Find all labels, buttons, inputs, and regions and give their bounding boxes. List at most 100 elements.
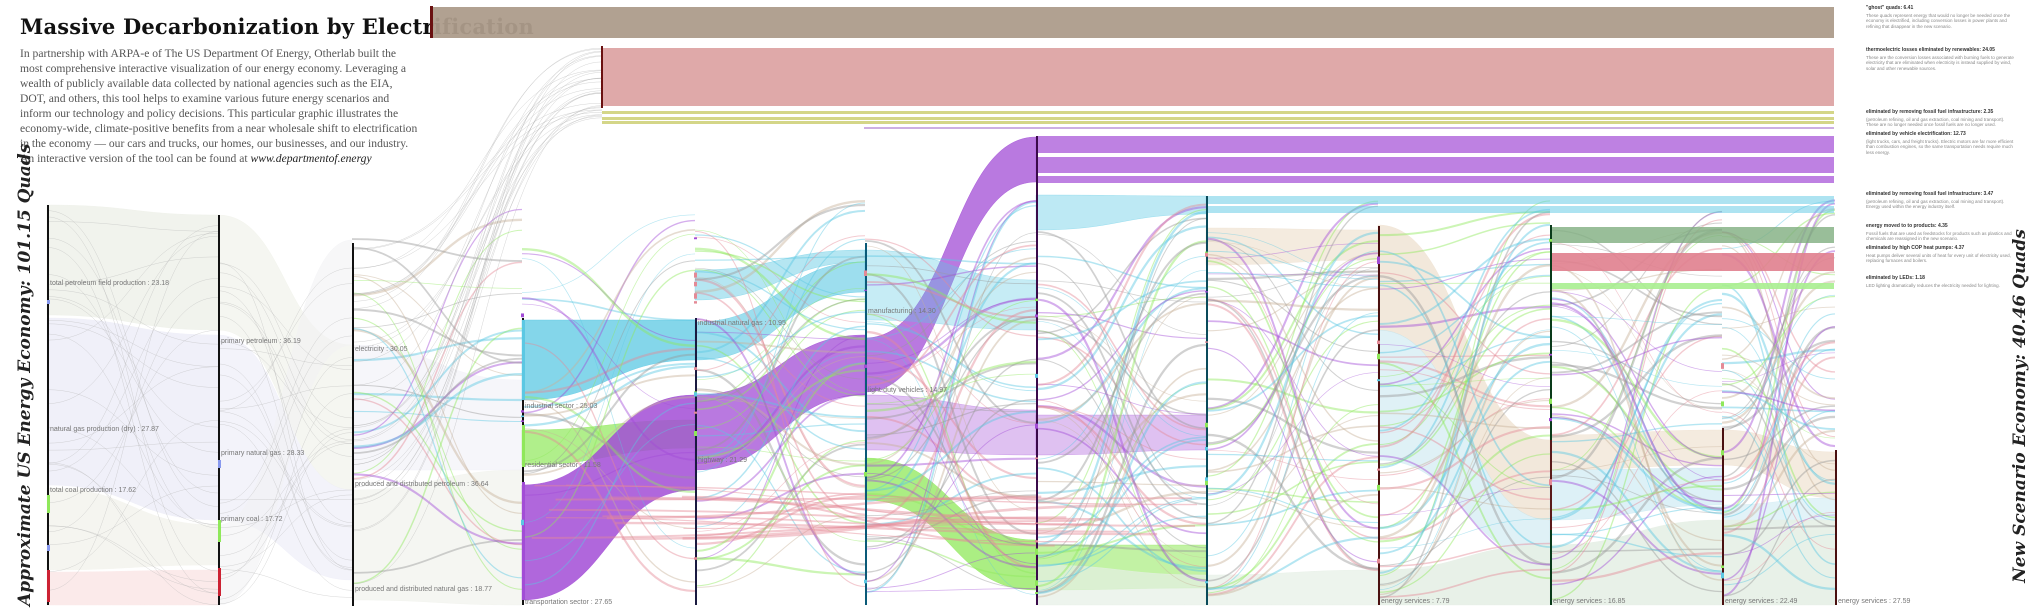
flow-line bbox=[1035, 280, 1207, 341]
node-label: highway : 21.29 bbox=[698, 457, 747, 464]
node-bar bbox=[218, 568, 221, 596]
flow-line bbox=[864, 375, 1037, 547]
flow-line bbox=[1205, 490, 1379, 529]
node-bar bbox=[1036, 136, 1038, 605]
flow-line bbox=[1035, 318, 1207, 416]
flow-line bbox=[1205, 489, 1379, 526]
note-item: eliminated by removing fossil fuel infra… bbox=[1866, 191, 2016, 210]
flow-line bbox=[1549, 302, 1723, 511]
flow-line bbox=[1035, 498, 1207, 583]
node-bar bbox=[1835, 450, 1837, 605]
flow-line bbox=[217, 499, 353, 501]
note-body: These are the conversion losses associat… bbox=[1866, 55, 2014, 71]
node-bar bbox=[1035, 548, 1038, 555]
flow-line bbox=[1549, 406, 1723, 510]
flow-line bbox=[1205, 320, 1379, 367]
flow-line bbox=[1035, 287, 1207, 425]
node-bar bbox=[47, 495, 50, 513]
flow-line bbox=[694, 209, 866, 354]
tool-link[interactable]: www.departmentof.energy bbox=[250, 152, 372, 165]
flow-line bbox=[864, 315, 1037, 439]
node-bar bbox=[1377, 379, 1380, 382]
node-bar bbox=[47, 545, 50, 551]
flow-line bbox=[864, 265, 1037, 285]
flow-line bbox=[217, 489, 353, 528]
flow-line bbox=[864, 244, 1037, 386]
flow-line bbox=[351, 69, 603, 269]
flow-line bbox=[1549, 316, 1723, 325]
flow-line bbox=[864, 479, 1037, 569]
flow-line bbox=[351, 109, 603, 251]
flow-line bbox=[521, 451, 696, 496]
flow-line bbox=[864, 309, 1037, 522]
flow-line bbox=[694, 261, 866, 402]
flow-line bbox=[1205, 329, 1379, 582]
eliminated-band bbox=[602, 111, 1834, 114]
flow-line bbox=[1205, 286, 1379, 543]
flow-line bbox=[694, 514, 866, 588]
node-bar bbox=[694, 557, 697, 560]
node-bar bbox=[694, 367, 697, 371]
flow-line bbox=[46, 297, 219, 533]
flow-line bbox=[694, 396, 866, 542]
flow-line bbox=[1205, 257, 1379, 505]
flow-line bbox=[1549, 413, 1723, 467]
flow-line bbox=[1377, 304, 1551, 427]
flow-line bbox=[1205, 279, 1379, 352]
flow-line bbox=[694, 236, 866, 323]
flow-line bbox=[351, 116, 603, 401]
flow-line bbox=[351, 279, 523, 289]
flow-line bbox=[694, 319, 866, 407]
flow-line bbox=[1035, 311, 1207, 339]
flow-line bbox=[1205, 257, 1379, 446]
node-label: natural gas production (dry) : 27.87 bbox=[50, 426, 159, 433]
flow-line bbox=[1721, 356, 1836, 535]
flow-line bbox=[521, 253, 696, 342]
flow-line bbox=[1035, 218, 1207, 559]
flow-line bbox=[1035, 427, 1207, 535]
flow-line bbox=[864, 306, 1037, 378]
flow-line bbox=[351, 317, 523, 550]
flow-line bbox=[555, 497, 1193, 501]
flow-line bbox=[1549, 456, 1723, 574]
node-bar bbox=[218, 460, 221, 468]
node-bar bbox=[218, 520, 221, 542]
flow-line bbox=[217, 423, 353, 591]
flow-line bbox=[694, 229, 866, 393]
flow-line bbox=[1035, 287, 1207, 437]
flow-line bbox=[351, 391, 523, 532]
node-bar bbox=[430, 6, 433, 38]
flow-line bbox=[1205, 493, 1379, 597]
node-label: produced and distributed petroleum : 36.… bbox=[355, 481, 489, 488]
flow-line bbox=[864, 297, 1037, 375]
flow-line bbox=[351, 70, 603, 362]
flow-line bbox=[864, 201, 1037, 594]
flow-line bbox=[1377, 318, 1551, 517]
flow-line bbox=[864, 313, 1037, 574]
flow-line bbox=[217, 286, 353, 371]
flow-line bbox=[1205, 270, 1379, 281]
flow-line bbox=[864, 457, 1037, 467]
flow-line bbox=[1035, 497, 1207, 567]
flow-line bbox=[46, 274, 219, 529]
flow-line bbox=[351, 93, 603, 426]
flow-line bbox=[864, 273, 1037, 535]
flow-line bbox=[1721, 295, 1836, 386]
flow-line bbox=[1377, 342, 1551, 530]
flow-line bbox=[1205, 488, 1379, 503]
flow-line bbox=[1721, 326, 1836, 581]
flow-line bbox=[351, 373, 523, 448]
note-body: (petroleum refining, oil and gas extract… bbox=[1866, 117, 2005, 128]
flow-line bbox=[351, 357, 523, 454]
flow-line bbox=[1035, 436, 1207, 539]
flow-line bbox=[1035, 206, 1207, 360]
flow-line bbox=[46, 225, 219, 464]
flow-line bbox=[521, 303, 696, 409]
flow-line bbox=[1549, 288, 1723, 567]
flow-line bbox=[864, 536, 1037, 590]
flow-line bbox=[521, 214, 696, 293]
flow-line bbox=[1377, 344, 1551, 387]
flow-line bbox=[1377, 211, 1551, 599]
flow-line bbox=[1205, 461, 1379, 515]
flow-line bbox=[1377, 369, 1551, 410]
